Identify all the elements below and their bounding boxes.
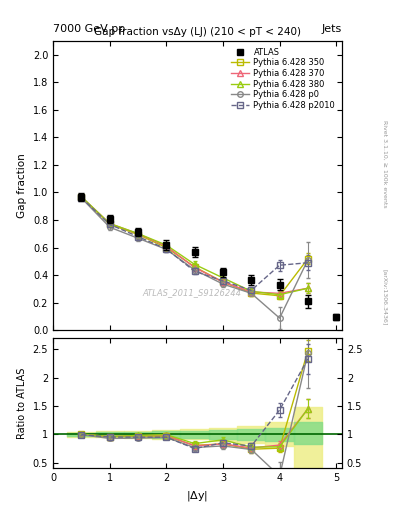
- Text: 7000 GeV pp: 7000 GeV pp: [53, 24, 125, 34]
- Text: Jets: Jets: [321, 24, 342, 34]
- Legend: ATLAS, Pythia 6.428 350, Pythia 6.428 370, Pythia 6.428 380, Pythia 6.428 p0, Py: ATLAS, Pythia 6.428 350, Pythia 6.428 37…: [228, 45, 338, 113]
- Text: ATLAS_2011_S9126244: ATLAS_2011_S9126244: [142, 288, 241, 297]
- Y-axis label: Gap fraction: Gap fraction: [17, 153, 27, 218]
- Y-axis label: Ratio to ATLAS: Ratio to ATLAS: [17, 368, 27, 439]
- Text: [arXiv:1306.3436]: [arXiv:1306.3436]: [383, 269, 387, 325]
- Text: Rivet 3.1.10, ≥ 100k events: Rivet 3.1.10, ≥ 100k events: [383, 120, 387, 208]
- Title: Gap fraction vsΔy (LJ) (210 < pT < 240): Gap fraction vsΔy (LJ) (210 < pT < 240): [94, 28, 301, 37]
- X-axis label: |$\Delta$y|: |$\Delta$y|: [186, 489, 209, 503]
